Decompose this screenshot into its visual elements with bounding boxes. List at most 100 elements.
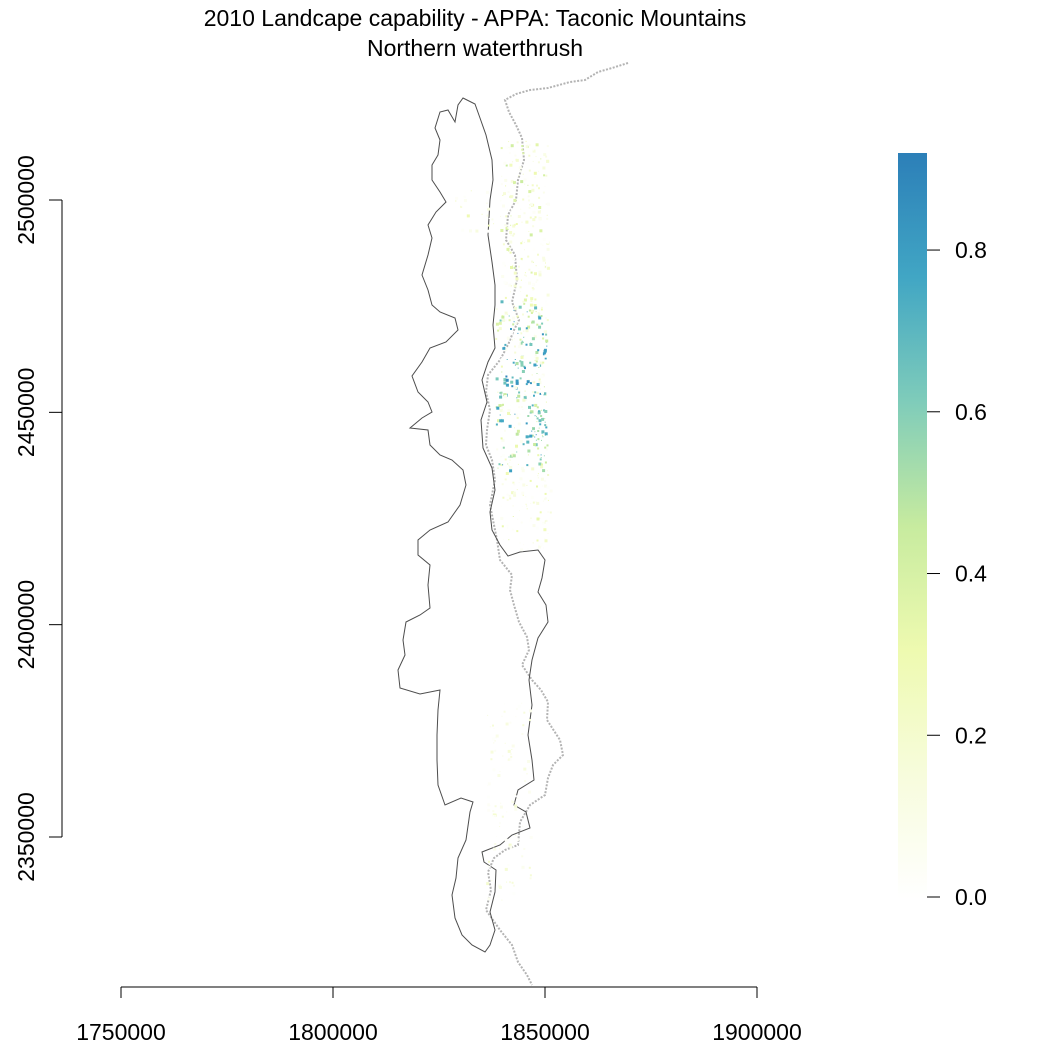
raster-cell bbox=[541, 325, 545, 329]
raster-cell bbox=[505, 215, 508, 218]
raster-cell bbox=[507, 446, 511, 450]
raster-cell bbox=[474, 226, 475, 228]
raster-cell bbox=[520, 521, 523, 524]
raster-cell bbox=[500, 535, 502, 537]
raster-cell bbox=[540, 477, 544, 481]
raster-cell bbox=[511, 881, 514, 884]
raster-cell bbox=[534, 359, 536, 361]
raster-cell bbox=[541, 453, 544, 455]
raster-cell bbox=[510, 487, 513, 489]
raster-cell bbox=[542, 396, 544, 398]
raster-cell bbox=[487, 714, 489, 716]
raster-cell bbox=[513, 223, 516, 226]
raster-cell bbox=[504, 499, 507, 502]
raster-cell bbox=[490, 778, 492, 780]
raster-cell bbox=[525, 383, 528, 386]
raster-cell bbox=[541, 306, 543, 308]
raster-cell bbox=[532, 210, 536, 214]
raster-cell bbox=[536, 383, 540, 386]
raster-cell bbox=[541, 417, 545, 421]
raster-cell bbox=[509, 497, 512, 500]
raster-cell bbox=[505, 722, 509, 726]
raster-cell bbox=[546, 319, 549, 322]
raster-cell bbox=[537, 511, 539, 513]
raster-cell bbox=[531, 320, 535, 324]
raster-cell bbox=[504, 311, 508, 315]
raster-cell bbox=[507, 523, 511, 527]
raster-cell bbox=[492, 737, 495, 741]
raster-cell bbox=[539, 324, 541, 326]
raster-cell bbox=[521, 491, 525, 495]
raster-cell bbox=[506, 499, 509, 501]
raster-cell bbox=[528, 199, 530, 202]
raster-cell bbox=[545, 426, 548, 429]
raster-cell bbox=[527, 454, 529, 456]
raster-cell bbox=[494, 843, 497, 845]
raster-cell bbox=[546, 470, 548, 472]
raster-cell bbox=[538, 196, 541, 199]
raster-cell bbox=[544, 357, 547, 360]
raster-cell bbox=[487, 897, 491, 901]
raster-cell bbox=[544, 549, 546, 551]
raster-cell bbox=[511, 809, 513, 811]
raster-cell bbox=[509, 779, 513, 783]
raster-cell bbox=[505, 472, 509, 475]
raster-cell bbox=[512, 161, 514, 163]
raster-cell bbox=[542, 521, 544, 523]
raster-cell bbox=[534, 403, 538, 407]
raster-cell bbox=[507, 527, 509, 529]
raster-cell bbox=[538, 270, 542, 274]
raster-cell bbox=[533, 275, 536, 278]
raster-cell bbox=[530, 297, 534, 301]
raster-cell bbox=[500, 391, 503, 394]
raster-cell bbox=[520, 516, 523, 519]
raster-cell bbox=[504, 394, 508, 398]
raster-cell bbox=[491, 880, 493, 882]
raster-cell bbox=[526, 484, 528, 486]
raster-cell bbox=[502, 496, 505, 499]
raster-cell bbox=[546, 293, 550, 297]
raster-cell bbox=[536, 539, 539, 542]
raster-cell bbox=[543, 153, 547, 157]
raster-cell bbox=[500, 200, 502, 202]
raster-cell bbox=[504, 703, 505, 705]
raster-cell bbox=[502, 528, 505, 531]
study-area-outline bbox=[397, 97, 549, 953]
raster-cell bbox=[533, 288, 535, 290]
raster-cell bbox=[532, 288, 535, 291]
raster-cell bbox=[521, 148, 524, 151]
raster-cell bbox=[503, 879, 506, 881]
raster-cell bbox=[536, 406, 539, 409]
raster-cell bbox=[544, 520, 546, 522]
raster-cell bbox=[507, 403, 511, 407]
raster-cell bbox=[527, 379, 530, 382]
raster-cell bbox=[505, 442, 509, 446]
raster-cell bbox=[516, 416, 519, 419]
raster-cell bbox=[536, 323, 539, 326]
raster-cell bbox=[530, 495, 534, 499]
raster-cell bbox=[529, 411, 532, 414]
raster-cell bbox=[523, 544, 525, 546]
raster-cell bbox=[527, 239, 531, 243]
raster-cell bbox=[503, 435, 505, 436]
legend-tick-label: 0.6 bbox=[955, 399, 987, 425]
raster-cell bbox=[542, 436, 544, 438]
raster-cell bbox=[514, 386, 518, 390]
raster-cell bbox=[536, 501, 540, 505]
raster-cell bbox=[513, 715, 515, 717]
raster-cell bbox=[537, 438, 540, 441]
raster-cell bbox=[528, 169, 531, 172]
raster-cell bbox=[519, 477, 523, 481]
raster-cell bbox=[534, 436, 536, 438]
raster-cell bbox=[542, 473, 545, 476]
raster-cell bbox=[487, 803, 491, 807]
raster-cell bbox=[516, 141, 519, 144]
raster-cell bbox=[488, 218, 490, 219]
raster-cell bbox=[498, 327, 502, 331]
raster-cell bbox=[487, 795, 491, 799]
raster-cell bbox=[516, 315, 519, 318]
raster-cell bbox=[523, 365, 526, 368]
raster-cell bbox=[516, 399, 520, 403]
y-tick-label: 2350000 bbox=[13, 792, 39, 882]
raster-cell bbox=[500, 834, 503, 837]
